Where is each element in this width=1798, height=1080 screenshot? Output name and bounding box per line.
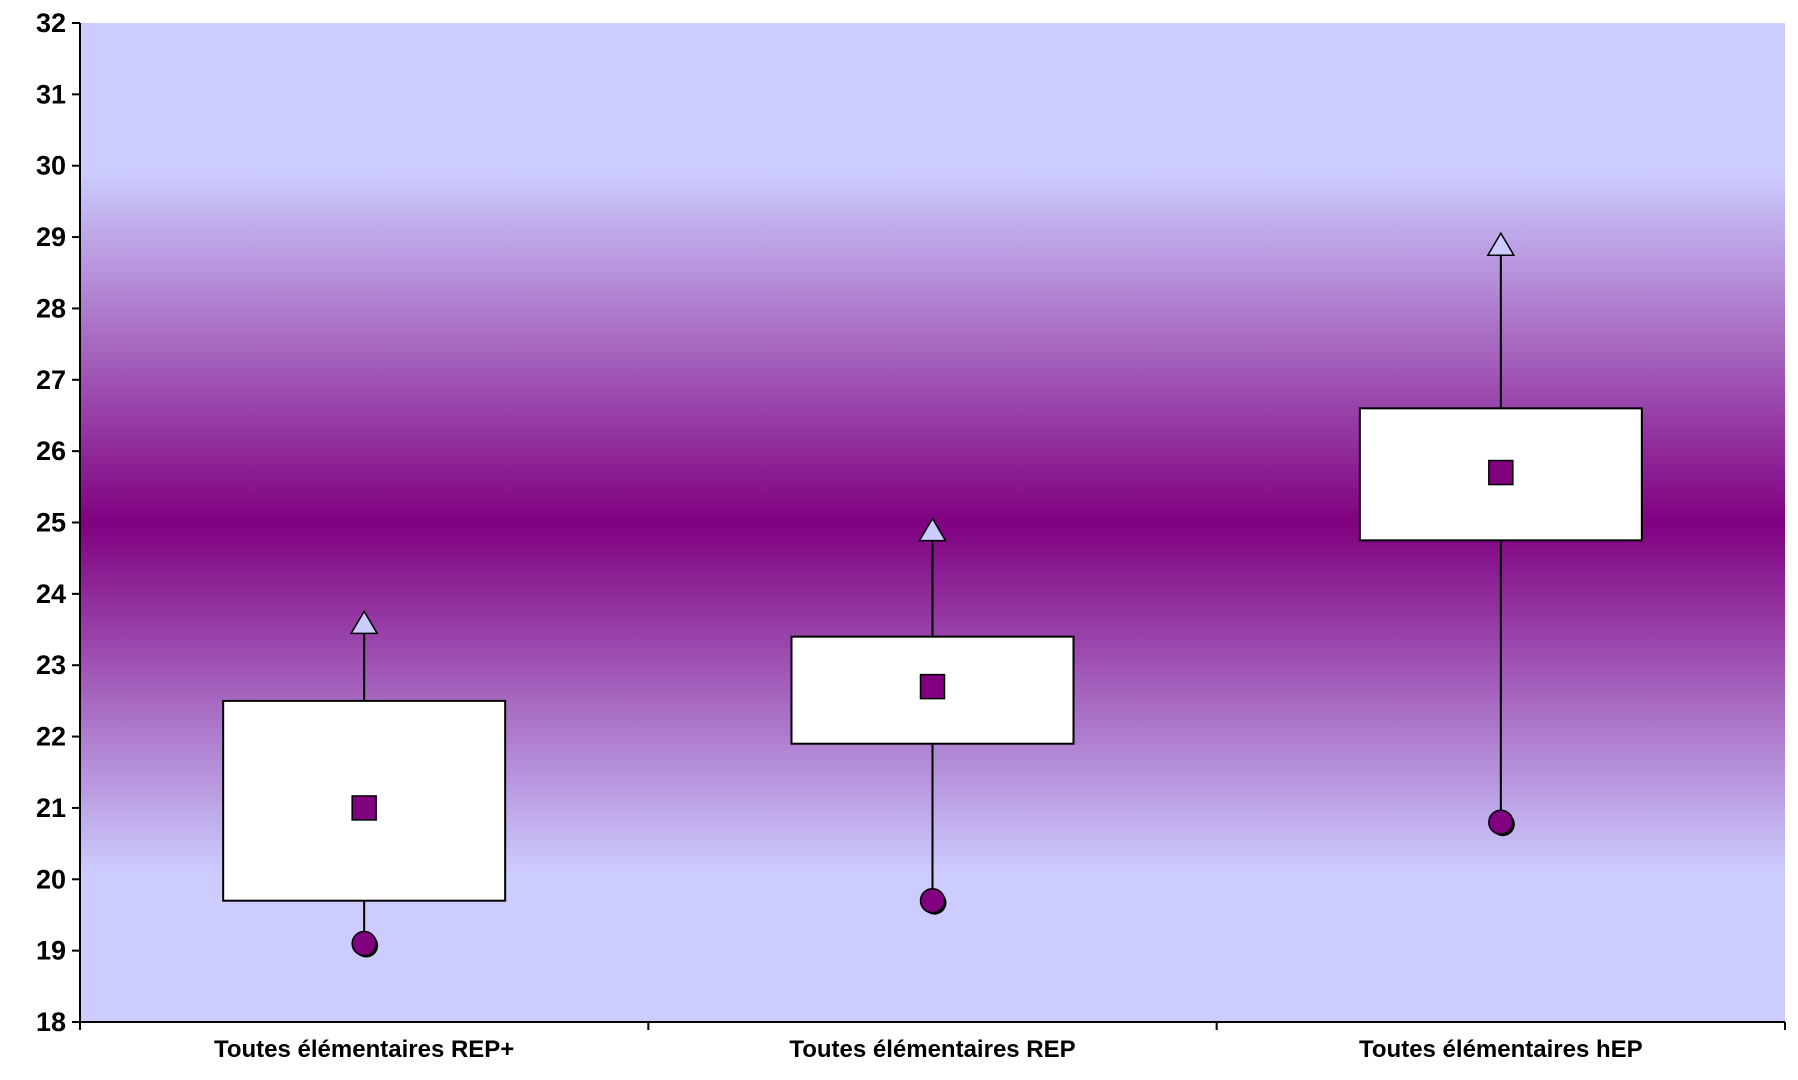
mean-marker — [1488, 459, 1514, 486]
y-tick-label: 23 — [36, 650, 66, 680]
x-axis-category-labels: Toutes élémentaires REP+ Toutes élémentai… — [214, 1036, 1643, 1063]
min-marker — [919, 887, 946, 914]
y-tick-label: 27 — [36, 365, 66, 395]
y-tick-label: 25 — [36, 508, 66, 538]
y-tick-label: 18 — [36, 1007, 66, 1037]
y-tick-label: 19 — [36, 936, 66, 966]
y-tick-label: 22 — [36, 722, 66, 752]
mean-marker — [351, 795, 377, 821]
box-2 — [790, 517, 1075, 915]
y-tick-label: 21 — [36, 793, 66, 823]
mean-marker — [919, 673, 946, 700]
max-marker — [349, 609, 379, 635]
min-marker — [1488, 809, 1514, 835]
y-tick-label: 31 — [36, 79, 66, 109]
y-tick-label: 20 — [36, 864, 66, 894]
x-category-label: Toutes élémentaires REP+ — [214, 1036, 514, 1063]
box-3 — [1358, 231, 1643, 837]
y-axis-tick-labels: 18 19 20 21 22 23 24 25 26 27 28 29 30 31 32 — [36, 8, 66, 1037]
y-axis-ticks — [72, 22, 80, 1023]
y-tick-label: 24 — [36, 579, 66, 609]
y-tick-label: 29 — [36, 222, 66, 252]
x-category-label: Toutes élémentaires REP — [789, 1036, 1075, 1063]
box-1 — [222, 609, 507, 958]
x-axis-ticks — [79, 1022, 1786, 1030]
y-tick-label: 30 — [36, 151, 66, 181]
max-marker — [1486, 231, 1516, 256]
y-tick-label: 32 — [36, 8, 66, 38]
y-tick-label: 28 — [36, 293, 66, 323]
min-marker — [351, 930, 377, 957]
x-category-label: Toutes élémentaires hEP — [1359, 1036, 1643, 1063]
max-marker — [918, 517, 947, 542]
y-tick-label: 26 — [36, 436, 66, 466]
box-series — [222, 231, 1643, 958]
